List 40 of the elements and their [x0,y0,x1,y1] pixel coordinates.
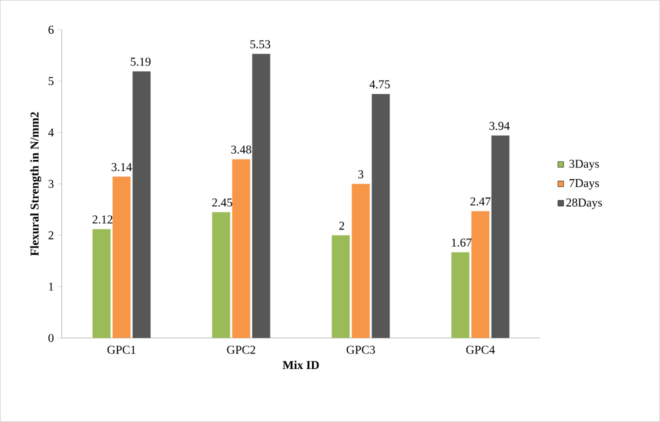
y-tick-label: 4 [48,128,54,137]
bar [471,211,490,338]
data-label: 5.53 [250,40,270,48]
data-label: 1.67 [452,238,472,247]
data-label: 5.19 [130,58,151,66]
data-label: 2.12 [92,216,112,224]
y-tick-label: 1 [49,282,54,291]
data-label: 3.48 [231,146,252,154]
x-tick-label: GPC1 [107,346,136,354]
data-label: 2.45 [212,198,232,207]
x-axis-title: Mix ID [282,360,319,370]
legend-label: 28Days [566,198,602,210]
bar [491,136,510,338]
y-tick-label: 3 [48,180,54,188]
legend-label: 7Days [570,179,599,190]
bar [112,176,131,338]
y-tick-label: 5 [48,77,54,86]
y-axis-title: Flexural Strength in N/mm2 [30,112,42,256]
y-tick-label: 2 [48,231,54,240]
legend-label: 3Days [569,160,599,170]
y-tick-label: 0 [48,334,54,342]
bar [451,252,470,338]
bar [352,184,370,338]
data-label: 3.94 [490,122,510,130]
data-label: 3 [358,170,364,178]
bar [372,94,390,338]
y-tick-label: 6 [48,26,54,34]
x-tick-label: GPC2 [227,346,256,354]
data-label: 2.47 [470,198,491,206]
data-label: 4.75 [370,80,390,89]
x-tick-label: GPC4 [466,346,495,354]
bar [332,235,350,338]
bar [132,71,151,338]
data-label: 2 [339,222,344,230]
bar [252,54,270,338]
bar [212,212,230,338]
data-label: 3.14 [112,163,132,172]
bar [232,159,250,338]
x-tick-label: GPC3 [346,346,375,354]
bar [92,229,111,338]
